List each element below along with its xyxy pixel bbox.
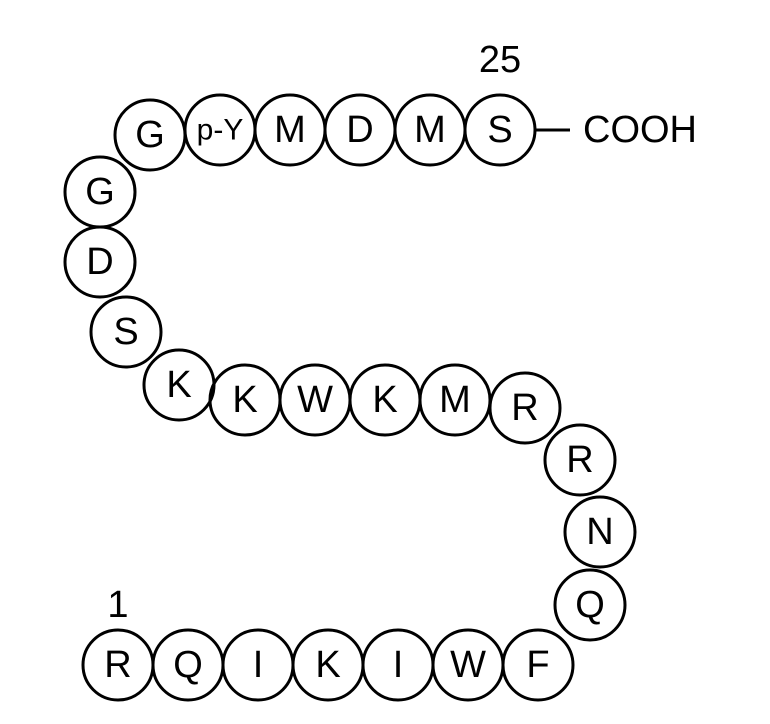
- residue-25: S: [465, 95, 535, 165]
- residue-12-label: M: [439, 379, 471, 421]
- residue-16: K: [144, 350, 214, 420]
- residue-24: M: [395, 95, 465, 165]
- residue-10: R: [545, 425, 615, 495]
- residue-11-label: R: [511, 387, 538, 429]
- residue-3: I: [223, 630, 293, 700]
- residue-19: G: [65, 157, 135, 227]
- residue-8-label: Q: [575, 584, 605, 626]
- residue-7-label: F: [526, 644, 549, 686]
- residue-10-label: R: [566, 439, 593, 481]
- residue-23: D: [325, 95, 395, 165]
- c-terminus-label: COOH: [583, 109, 697, 151]
- residue-19-label: G: [85, 171, 115, 213]
- residue-7: F: [503, 630, 573, 700]
- residue-13: K: [350, 365, 420, 435]
- residue-11: R: [490, 373, 560, 443]
- residue-21-label: p-Y: [197, 114, 244, 147]
- residue-14-label: W: [297, 379, 333, 421]
- residue-18-label: D: [86, 241, 113, 283]
- residue-1-label: R: [104, 644, 131, 686]
- residue-3-label: I: [253, 644, 264, 686]
- residue-24-label: M: [414, 109, 446, 151]
- residue-15-label: K: [232, 379, 257, 421]
- residue-23-label: D: [346, 109, 373, 151]
- residue-17-label: S: [113, 311, 138, 353]
- residue-9: N: [565, 497, 635, 567]
- residue-22: M: [255, 95, 325, 165]
- residue-15: K: [210, 365, 280, 435]
- residue-12: M: [420, 365, 490, 435]
- residue-25-label: S: [487, 109, 512, 151]
- residue-16-label: K: [166, 364, 191, 406]
- residue-6: W: [433, 630, 503, 700]
- residue-13-label: K: [372, 379, 397, 421]
- peptide-diagram: RQIKIWFQNRRMKWKKSDGGp-YMDMS125COOH: [0, 0, 770, 724]
- residue-4-label: K: [315, 644, 340, 686]
- residue-14: W: [280, 365, 350, 435]
- residue-22-label: M: [274, 109, 306, 151]
- residue-21: p-Y: [185, 95, 255, 165]
- residue-4: K: [293, 630, 363, 700]
- residue-1: R: [83, 630, 153, 700]
- residue-5-label: I: [393, 644, 404, 686]
- residue-6-label: W: [450, 644, 486, 686]
- position-annotation-1: 1: [107, 584, 128, 626]
- residue-20: G: [115, 100, 185, 170]
- residue-2-label: Q: [173, 644, 203, 686]
- position-annotation-25: 25: [479, 39, 521, 81]
- residue-5: I: [363, 630, 433, 700]
- residue-2: Q: [153, 630, 223, 700]
- residue-9-label: N: [586, 511, 613, 553]
- residue-8: Q: [555, 570, 625, 640]
- residue-17: S: [91, 297, 161, 367]
- residue-18: D: [65, 227, 135, 297]
- residue-20-label: G: [135, 114, 165, 156]
